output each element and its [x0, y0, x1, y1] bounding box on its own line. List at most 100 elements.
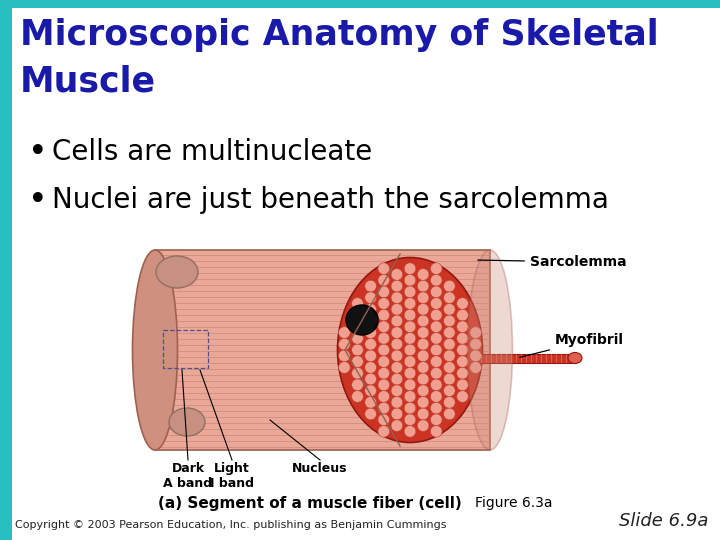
Text: Figure 6.3a: Figure 6.3a [475, 496, 552, 510]
Ellipse shape [404, 356, 416, 367]
Ellipse shape [444, 408, 455, 420]
Ellipse shape [351, 333, 364, 344]
Ellipse shape [431, 344, 442, 356]
Text: Nucleus: Nucleus [292, 462, 348, 475]
Text: •: • [28, 136, 48, 168]
Ellipse shape [418, 350, 429, 362]
Ellipse shape [351, 379, 364, 390]
Text: Sarcolemma: Sarcolemma [478, 255, 626, 269]
Ellipse shape [351, 309, 364, 321]
Ellipse shape [418, 373, 429, 385]
Ellipse shape [378, 356, 390, 367]
Ellipse shape [404, 274, 416, 286]
Ellipse shape [444, 373, 455, 385]
Ellipse shape [404, 426, 416, 437]
Ellipse shape [418, 396, 429, 408]
Ellipse shape [378, 321, 390, 333]
Ellipse shape [404, 298, 416, 309]
Ellipse shape [431, 356, 442, 367]
Bar [0, 0, 720, 8]
Ellipse shape [418, 385, 429, 396]
Ellipse shape [456, 309, 468, 321]
Ellipse shape [338, 339, 350, 350]
Ellipse shape [431, 390, 442, 402]
Ellipse shape [365, 292, 377, 303]
Ellipse shape [456, 390, 468, 402]
Ellipse shape [418, 420, 429, 431]
Ellipse shape [351, 321, 364, 333]
Text: Myofibril: Myofibril [520, 333, 624, 357]
Ellipse shape [456, 321, 468, 333]
Ellipse shape [404, 263, 416, 274]
Ellipse shape [391, 396, 402, 408]
Ellipse shape [338, 362, 350, 373]
Ellipse shape [431, 263, 442, 274]
Bar [155, 250, 490, 450]
Ellipse shape [391, 385, 402, 396]
Ellipse shape [467, 250, 513, 450]
Ellipse shape [378, 367, 390, 379]
Bar [0, 0, 12, 540]
Ellipse shape [431, 414, 442, 426]
Ellipse shape [365, 350, 377, 362]
Ellipse shape [444, 292, 455, 303]
Ellipse shape [470, 339, 482, 350]
Ellipse shape [365, 303, 377, 315]
Ellipse shape [404, 309, 416, 321]
Ellipse shape [132, 250, 178, 450]
Ellipse shape [365, 315, 377, 327]
Ellipse shape [365, 373, 377, 385]
Ellipse shape [365, 385, 377, 396]
Ellipse shape [404, 321, 416, 333]
Text: Dark
A band: Dark A band [163, 462, 212, 490]
Bar [163, 330, 208, 368]
Text: Microscopic Anatomy of Skeletal: Microscopic Anatomy of Skeletal [20, 18, 659, 52]
Text: Cells are multinucleate: Cells are multinucleate [52, 138, 372, 166]
Ellipse shape [378, 286, 390, 298]
Ellipse shape [444, 303, 455, 315]
Ellipse shape [378, 402, 390, 414]
Bar [477, 354, 575, 363]
Ellipse shape [456, 356, 468, 367]
Ellipse shape [391, 303, 402, 315]
Text: Copyright © 2003 Pearson Education, Inc. publishing as Benjamin Cummings: Copyright © 2003 Pearson Education, Inc.… [15, 520, 446, 530]
Ellipse shape [444, 315, 455, 327]
Ellipse shape [391, 350, 402, 362]
Ellipse shape [365, 327, 377, 339]
Ellipse shape [444, 362, 455, 373]
Ellipse shape [431, 426, 442, 437]
Ellipse shape [431, 321, 442, 333]
Ellipse shape [391, 362, 402, 373]
Ellipse shape [365, 280, 377, 292]
Ellipse shape [418, 292, 429, 303]
Ellipse shape [351, 356, 364, 367]
Ellipse shape [391, 420, 402, 431]
Ellipse shape [351, 298, 364, 309]
Ellipse shape [418, 280, 429, 292]
Ellipse shape [338, 350, 350, 362]
Ellipse shape [365, 408, 377, 420]
Ellipse shape [404, 344, 416, 356]
Ellipse shape [404, 367, 416, 379]
Ellipse shape [404, 286, 416, 298]
Text: (a) Segment of a muscle fiber (cell): (a) Segment of a muscle fiber (cell) [158, 496, 462, 511]
Ellipse shape [404, 333, 416, 344]
Ellipse shape [418, 327, 429, 339]
Ellipse shape [391, 292, 402, 303]
Ellipse shape [338, 258, 482, 442]
Ellipse shape [404, 390, 416, 402]
Ellipse shape [444, 350, 455, 362]
Ellipse shape [470, 350, 482, 362]
Ellipse shape [418, 408, 429, 420]
Text: Muscle: Muscle [20, 64, 156, 98]
Ellipse shape [169, 408, 205, 436]
Ellipse shape [351, 367, 364, 379]
Ellipse shape [351, 390, 364, 402]
Ellipse shape [365, 339, 377, 350]
Ellipse shape [431, 333, 442, 344]
Ellipse shape [391, 327, 402, 339]
Ellipse shape [391, 339, 402, 350]
Ellipse shape [418, 315, 429, 327]
Ellipse shape [444, 339, 455, 350]
Ellipse shape [456, 344, 468, 356]
